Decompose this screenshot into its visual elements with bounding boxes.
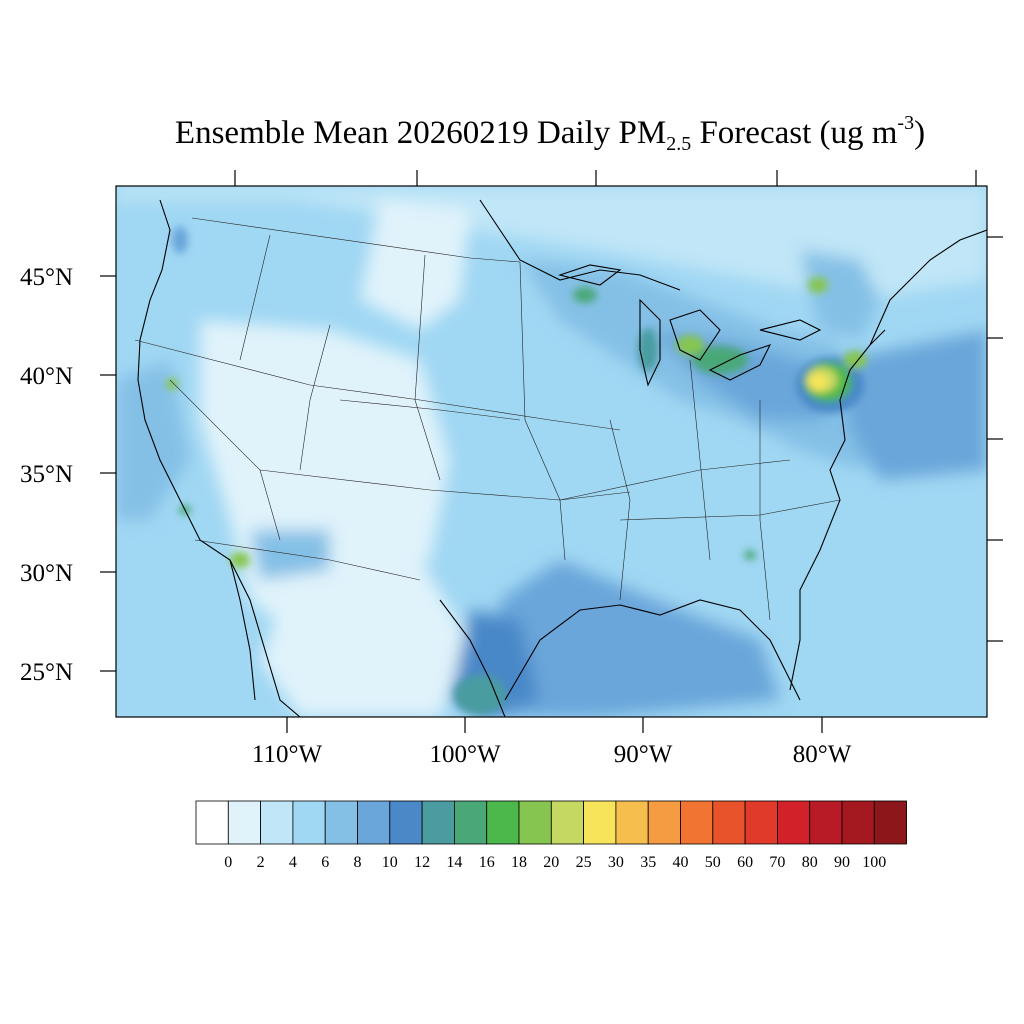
colorbar-swatch — [227, 800, 262, 845]
colorbar-label: 4 — [289, 854, 297, 871]
colorbar-swatch — [647, 800, 681, 845]
title-middle: Forecast (ug m — [691, 115, 898, 151]
colorbar-label: 12 — [414, 854, 430, 871]
colorbar-swatch — [357, 800, 391, 845]
colorbar-label: 35 — [640, 854, 656, 871]
colorbar-swatch — [873, 800, 907, 845]
colorbar-swatch — [389, 800, 423, 845]
colorbar-swatch — [712, 800, 746, 845]
colorbar-label: 70 — [769, 854, 785, 871]
pm25-field — [116, 186, 987, 717]
colorbar-label: 2 — [257, 854, 265, 871]
colorbar-label: 6 — [321, 854, 329, 871]
lon-label-110: 110°W — [252, 741, 323, 768]
colorbar-label: 60 — [737, 854, 753, 871]
colorbar-label: 40 — [673, 854, 689, 871]
lon-label-100: 100°W — [429, 741, 500, 768]
colorbar-label: 50 — [705, 854, 721, 871]
colorbar-swatch — [744, 800, 778, 845]
axis-ticks — [100, 170, 1003, 733]
colorbar-swatch — [292, 800, 326, 845]
colorbar-swatch — [453, 800, 488, 845]
colorbar-swatch — [841, 800, 875, 845]
colorbar-swatch — [260, 800, 294, 845]
colorbar-swatch — [777, 800, 811, 845]
title-superscript: -3 — [897, 112, 915, 134]
colorbar-label: 16 — [479, 854, 495, 871]
title-prefix: Ensemble Mean 20260219 Daily PM — [174, 115, 667, 151]
lon-label-80: 80°W — [793, 741, 852, 768]
lon-label-90: 90°W — [614, 741, 673, 768]
colorbar-swatch — [421, 800, 455, 845]
colorbar: 0 2 4 6 8 10 12 14 16 18 20 25 30 35 40 50 60 70 80 90 100 — [195, 800, 907, 871]
map-title: Ensemble Mean 20260219 Daily PM2.5 Forec… — [0, 112, 1024, 156]
lat-label-45: 45°N — [20, 264, 73, 291]
title-suffix: ) — [914, 115, 926, 151]
colorbar-label: 0 — [224, 854, 232, 871]
colorbar-label: 90 — [834, 854, 850, 871]
lat-label-35: 35°N — [20, 461, 73, 488]
colorbar-label: 25 — [576, 854, 592, 871]
coastlines — [137, 199, 987, 717]
colorbar-label: 10 — [382, 854, 398, 871]
colorbar-swatch — [486, 800, 520, 845]
colorbar-label: 14 — [446, 854, 462, 871]
colorbar-swatch — [324, 800, 358, 845]
colorbar-swatch — [518, 800, 552, 845]
colorbar-label: 18 — [511, 854, 527, 871]
colorbar-swatch — [809, 800, 843, 845]
lat-label-40: 40°N — [20, 363, 73, 390]
colorbar-swatch — [680, 800, 714, 845]
colorbar-swatch — [550, 800, 584, 845]
colorbar-label: 8 — [354, 854, 362, 871]
colorbar-label: 20 — [543, 854, 559, 871]
lat-label-25: 25°N — [20, 659, 73, 686]
colorbar-label: 100 — [862, 854, 886, 871]
lat-label-30: 30°N — [20, 560, 73, 587]
colorbar-swatch — [195, 800, 229, 845]
title-subscript: 2.5 — [666, 133, 692, 155]
colorbar-label: 80 — [802, 854, 818, 871]
colorbar-swatch — [583, 800, 617, 845]
state-borders — [134, 217, 841, 621]
colorbar-swatch — [615, 800, 649, 845]
colorbar-label: 30 — [608, 854, 624, 871]
